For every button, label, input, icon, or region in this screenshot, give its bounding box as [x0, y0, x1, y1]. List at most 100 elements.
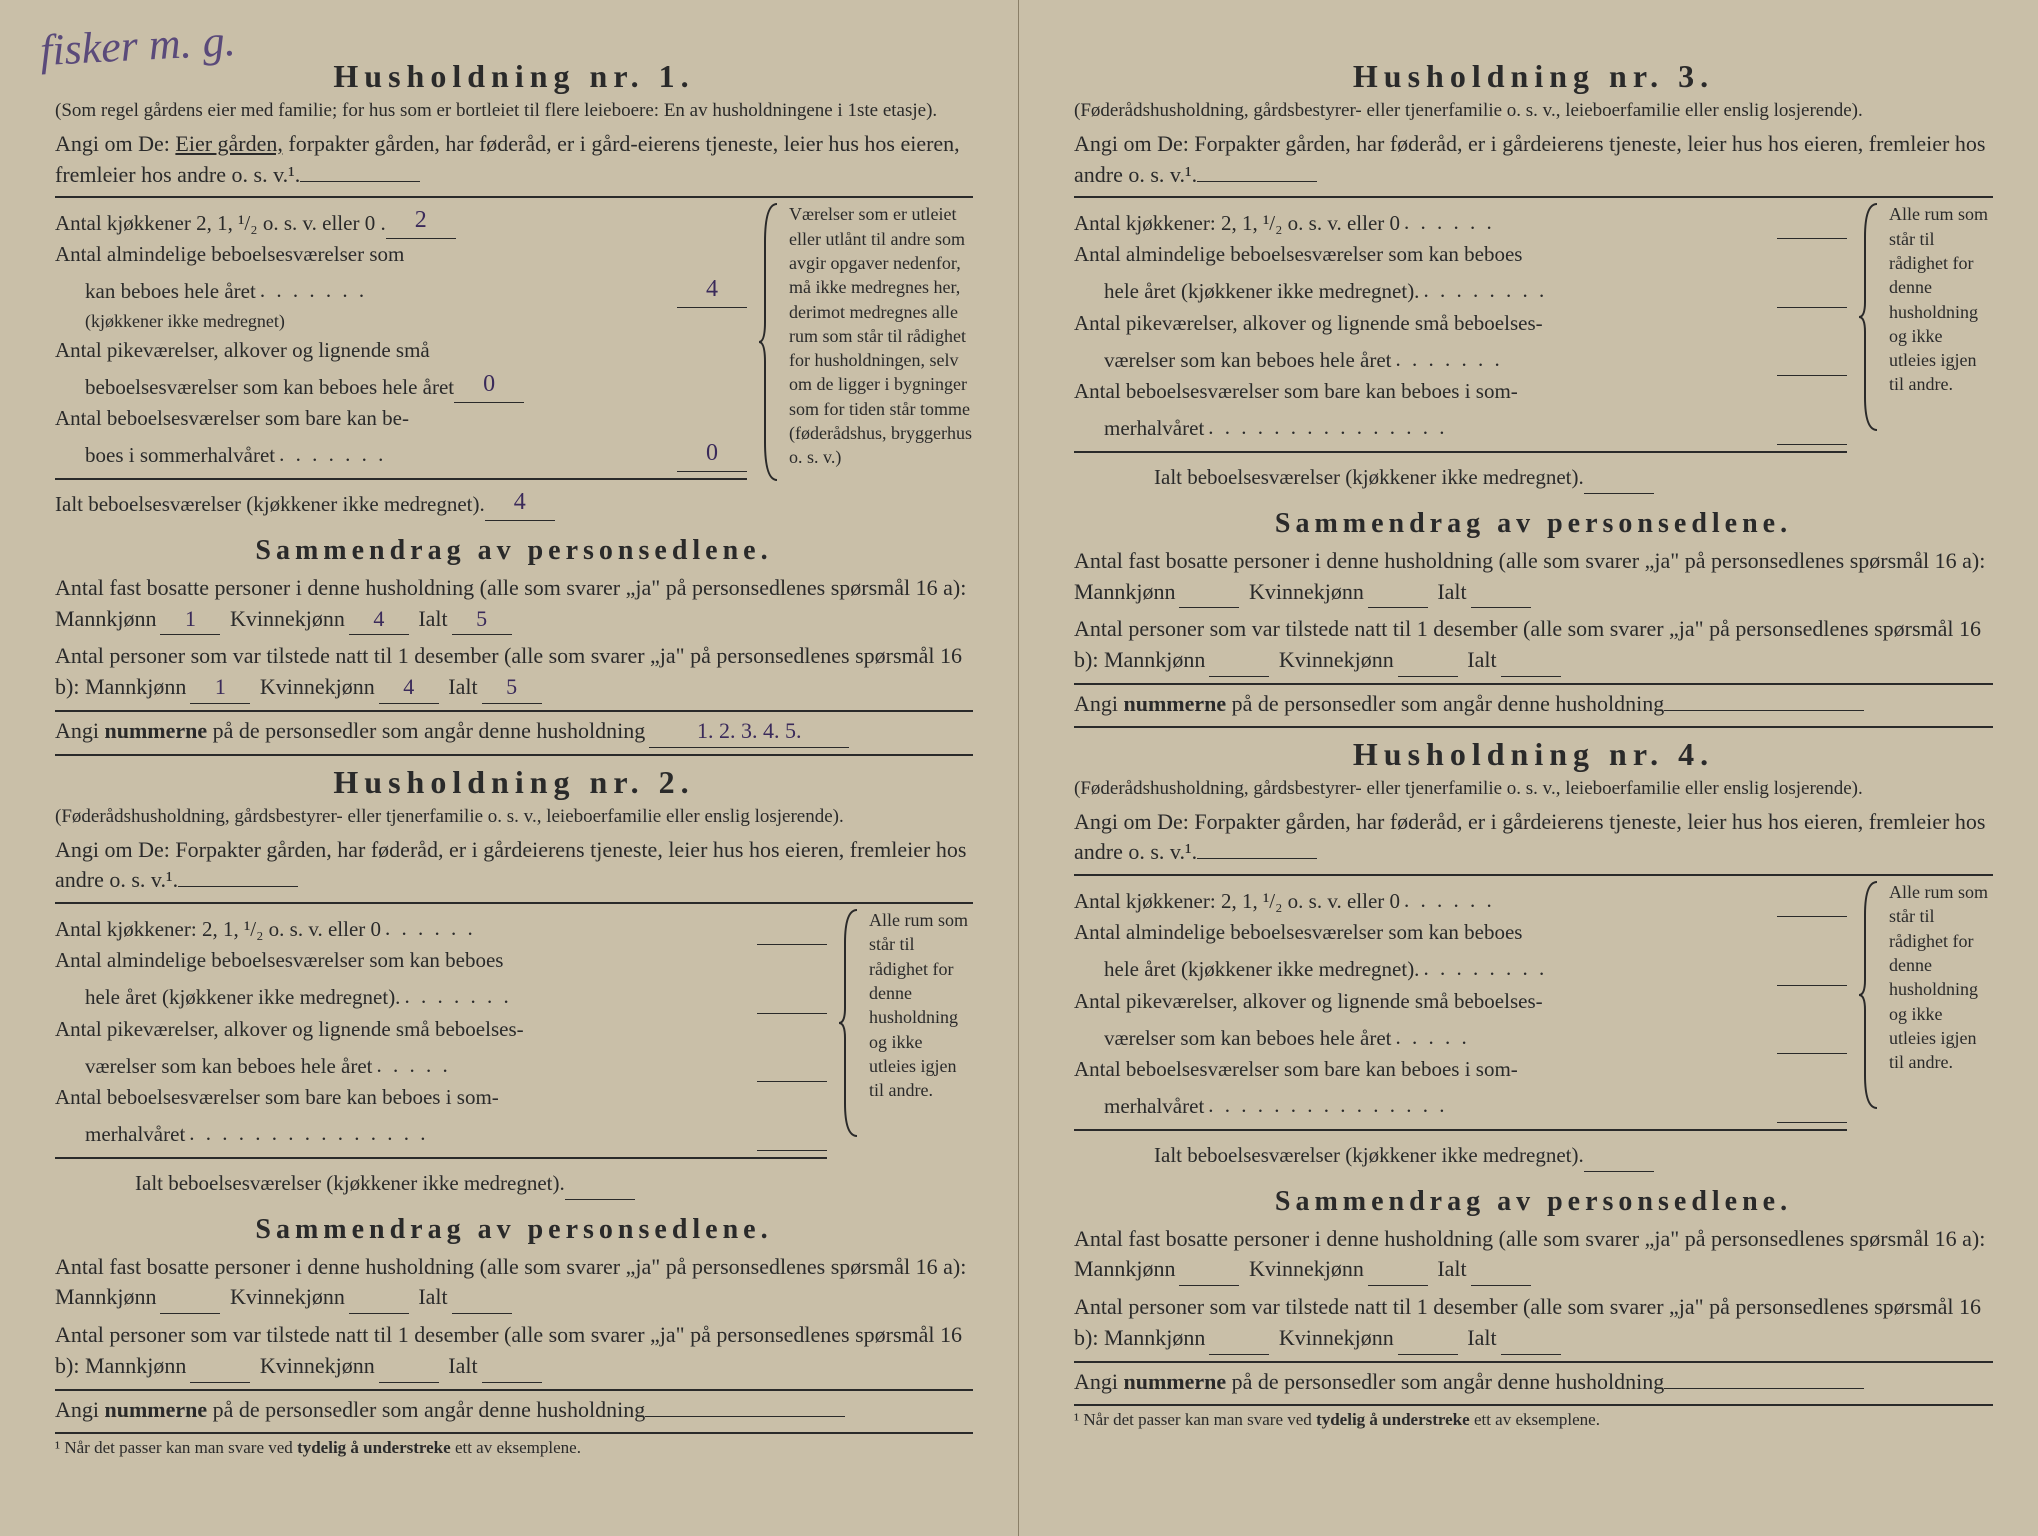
dots: . . . . . . . . . . . . . . . [1208, 412, 1773, 445]
sommer-label-2: merhalvåret [85, 1119, 185, 1151]
household-2-rooms-block: Antal kjøkkener: 2, 1, ¹/₂ o. s. v. elle… [55, 908, 973, 1200]
q16a-k-3 [1368, 577, 1428, 609]
ialt-label: Ialt beboelsesværelser (kjøkkener ikke m… [55, 489, 485, 521]
kitchen-label-4: Antal kjøkkener: 2, 1, ¹/₂ o. s. v. elle… [1074, 886, 1400, 918]
q16b-k: 4 [379, 672, 439, 704]
divider [55, 478, 747, 480]
nummer-label-3: Angi nummerne på de personsedler som ang… [1074, 691, 1664, 716]
dots: . . . . . . . . . . . . . . . [189, 1118, 753, 1151]
q16a-k-4 [1368, 1254, 1428, 1286]
brace-text-1: Værelser som er utleiet eller utlånt til… [783, 202, 973, 482]
household-1-subnote: (Som regel gårdens eier med familie; for… [55, 99, 973, 123]
q16b-t-2 [482, 1351, 542, 1383]
dots: . . . . . . . [279, 439, 673, 472]
sammendrag-2-title: Sammendrag av personsedlene. [55, 1214, 973, 1246]
rooms-left-4: Antal kjøkkener: 2, 1, ¹/₂ o. s. v. elle… [1074, 880, 1847, 1172]
brace-column: Værelser som er utleiet eller utlånt til… [759, 202, 973, 482]
kitchen-value-3 [1777, 202, 1847, 239]
ialt-label: Ialt [443, 1353, 478, 1378]
rooms-label-2: hele året (kjøkkener ikke medregnet). [1104, 276, 1419, 308]
dots: . . . . . . [385, 913, 753, 946]
nummer-value: 1. 2. 3. 4. 5. [649, 716, 849, 748]
q16b-3: Antal personer som var tilstede natt til… [1074, 614, 1993, 677]
pike-label-1: Antal pikeværelser, alkover og lignende … [1074, 986, 1847, 1018]
angi-full-4: Angi om De: Forpakter gården, har føderå… [1074, 809, 1985, 865]
q16a-3: Antal fast bosatte personer i denne hush… [1074, 546, 1993, 609]
q16b-k-2 [379, 1351, 439, 1383]
household-4-subnote: (Føderådshusholdning, gårdsbestyrer- ell… [1074, 777, 1993, 801]
divider [1074, 1361, 1993, 1363]
brace-column-4: Alle rum som står til rådighet for denne… [1859, 880, 1993, 1110]
nummer-1: Angi nummerne på de personsedler som ang… [55, 716, 973, 748]
nummer-blank-2 [645, 1416, 845, 1417]
angi-full-2: Angi om De: Forpakter gården, har føderå… [55, 837, 966, 893]
household-3-rooms-block: Antal kjøkkener: 2, 1, ¹/₂ o. s. v. elle… [1074, 202, 1993, 494]
ialt-value: 4 [485, 484, 555, 521]
rooms-label-2: hele året (kjøkkener ikke medregnet). [1104, 954, 1419, 986]
rooms-value-4 [1777, 949, 1847, 986]
divider [55, 710, 973, 712]
ialt-label: Ialt [1432, 1256, 1467, 1281]
ialt-value-3 [1584, 457, 1654, 494]
angi-blank [1197, 181, 1317, 182]
divider [1074, 874, 1993, 876]
dots: . . . . . . . . [1423, 953, 1773, 986]
q16b-t-4 [1501, 1323, 1561, 1355]
household-3-title: Husholdning nr. 3. [1074, 58, 1993, 95]
sommer-value-2 [757, 1114, 827, 1151]
ialt-label-2: Ialt beboelsesværelser (kjøkkener ikke m… [135, 1168, 565, 1200]
rooms-label-2: kan beboes hele året [85, 276, 256, 308]
ialt-value-2 [565, 1163, 635, 1200]
rooms-label-1: Antal almindelige beboelsesværelser som … [1074, 239, 1847, 271]
q16a-t-4 [1471, 1254, 1531, 1286]
nummer-label-2: Angi nummerne på de personsedler som ang… [55, 1397, 645, 1422]
q16a-1: Antal fast bosatte personer i denne hush… [55, 573, 973, 636]
rooms-label-2: hele året (kjøkkener ikke medregnet). [85, 982, 400, 1014]
divider [1074, 1129, 1847, 1131]
household-4-title: Husholdning nr. 4. [1074, 736, 1993, 773]
right-page: Husholdning nr. 3. (Føderådshusholdning,… [1019, 0, 2038, 1536]
rooms-left-2: Antal kjøkkener: 2, 1, ¹/₂ o. s. v. elle… [55, 908, 827, 1200]
q16a-k: 4 [349, 604, 409, 636]
q16a-m-3 [1179, 577, 1239, 609]
pike-label-2: beboelsesværelser som kan beboes hele år… [85, 372, 454, 404]
q16b-m: 1 [190, 672, 250, 704]
ialt-label: Ialt [413, 1284, 448, 1309]
dots: . . . . . . . [1395, 344, 1773, 377]
household-3-angi: Angi om De: Forpakter gården, har føderå… [1074, 129, 1993, 191]
sammendrag-3-title: Sammendrag av personsedlene. [1074, 508, 1993, 540]
rooms-label-1: Antal almindelige beboelsesværelser som … [1074, 917, 1847, 949]
footnote-left: ¹ Når det passer kan man svare ved tydel… [55, 1438, 973, 1458]
curly-brace-icon [839, 908, 863, 1138]
brace-column-2: Alle rum som står til rådighet for denne… [839, 908, 973, 1138]
nummer-blank-4 [1664, 1388, 1864, 1389]
kitchen-label-2: Antal kjøkkener: 2, 1, ¹/₂ o. s. v. elle… [55, 914, 381, 946]
sommer-label-2: boes i sommerhalvåret [85, 440, 275, 472]
sommer-value-4 [1777, 1086, 1847, 1123]
handwritten-annotation: fisker m. g. [39, 15, 237, 76]
ialt-label-4: Ialt beboelsesværelser (kjøkkener ikke m… [1154, 1140, 1584, 1172]
q16a-t-2 [452, 1282, 512, 1314]
pike-value-2 [757, 1045, 827, 1082]
nummer-label: Angi nummerne på de personsedler som ang… [55, 718, 645, 743]
angi-full-3: Angi om De: Forpakter gården, har føderå… [1074, 131, 1985, 187]
kitchen-value: 2 [386, 202, 456, 239]
nummer-2: Angi nummerne på de personsedler som ang… [55, 1395, 973, 1426]
divider [1074, 196, 1993, 198]
q16a-2: Antal fast bosatte personer i denne hush… [55, 1252, 973, 1315]
q16b-k-3 [1398, 645, 1458, 677]
divider [1074, 726, 1993, 728]
divider [55, 902, 973, 904]
divider [55, 1157, 827, 1159]
q16b-t: 5 [482, 672, 542, 704]
divider [1074, 683, 1993, 685]
angi-underlined: Eier gården, [175, 131, 283, 156]
curly-brace-icon [1859, 202, 1883, 432]
nummer-4: Angi nummerne på de personsedler som ang… [1074, 1367, 1993, 1398]
kitchen-value-4 [1777, 880, 1847, 917]
nummer-label-4: Angi nummerne på de personsedler som ang… [1074, 1369, 1664, 1394]
dots: . . . . . . [1404, 885, 1773, 918]
kvinnekjonn-label: Kvinnekjønn [1273, 1325, 1393, 1350]
ialt-label-3: Ialt beboelsesværelser (kjøkkener ikke m… [1154, 462, 1584, 494]
brace-column-3: Alle rum som står til rådighet for denne… [1859, 202, 1993, 432]
